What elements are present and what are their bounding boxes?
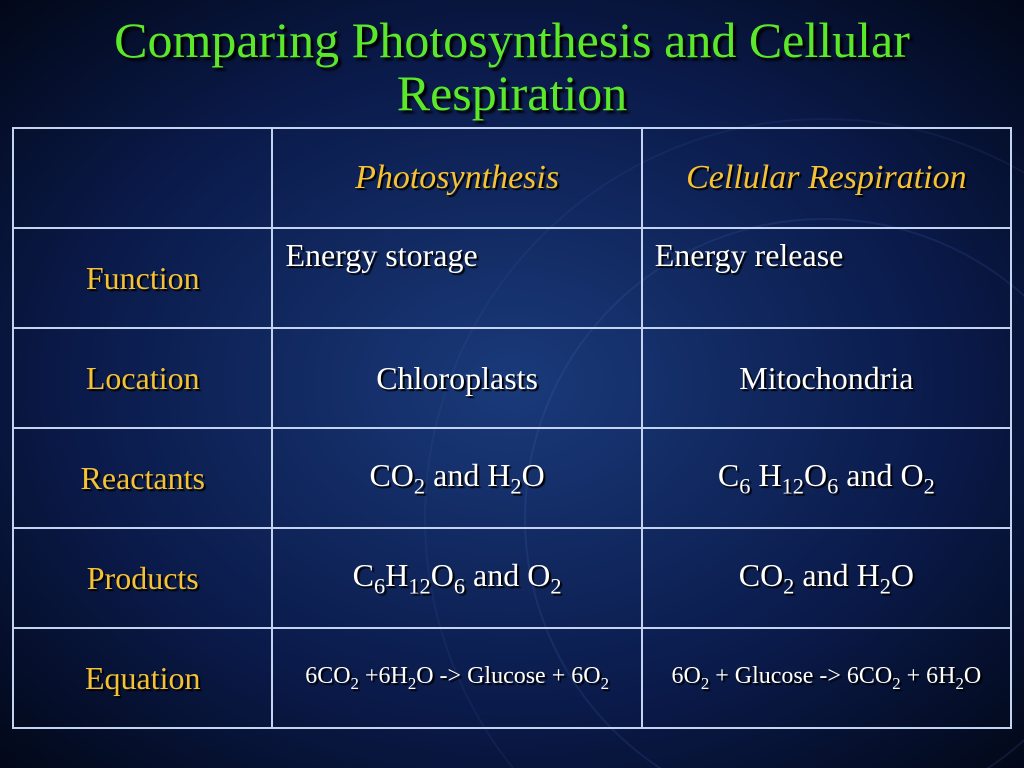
row-label-location: Location <box>13 328 272 428</box>
cell-equation-c1: 6CO2 +6H2O -> Glucose + 6O2 <box>272 628 641 728</box>
cell-reactants-c1: CO2 and H2O <box>272 428 641 528</box>
header-cellular-respiration: Cellular Respiration <box>642 128 1011 228</box>
cell-location-c1: Chloroplasts <box>272 328 641 428</box>
cell-function-c2: Energy release <box>642 228 1011 328</box>
cell-equation-c2: 6O2 + Glucose -> 6CO2 + 6H2O <box>642 628 1011 728</box>
cell-location-c2: Mitochondria <box>642 328 1011 428</box>
comparison-table: PhotosynthesisCellular RespirationFuncti… <box>12 127 1012 729</box>
table-header-row: PhotosynthesisCellular Respiration <box>13 128 1011 228</box>
table-row: FunctionEnergy storageEnergy release <box>13 228 1011 328</box>
header-empty <box>13 128 272 228</box>
cell-products-c2: CO2 and H2O <box>642 528 1011 628</box>
slide-title: Comparing Photosynthesis and Cellular Re… <box>0 0 1024 127</box>
cell-products-c1: C6H12O6 and O2 <box>272 528 641 628</box>
cell-reactants-c2: C6 H12O6 and O2 <box>642 428 1011 528</box>
table-row: ProductsC6H12O6 and O2CO2 and H2O <box>13 528 1011 628</box>
table-row: LocationChloroplastsMitochondria <box>13 328 1011 428</box>
header-photosynthesis: Photosynthesis <box>272 128 641 228</box>
row-label-products: Products <box>13 528 272 628</box>
table-row: ReactantsCO2 and H2OC6 H12O6 and O2 <box>13 428 1011 528</box>
row-label-reactants: Reactants <box>13 428 272 528</box>
table-row: Equation6CO2 +6H2O -> Glucose + 6O26O2 +… <box>13 628 1011 728</box>
cell-function-c1: Energy storage <box>272 228 641 328</box>
row-label-function: Function <box>13 228 272 328</box>
table-body: PhotosynthesisCellular RespirationFuncti… <box>13 128 1011 728</box>
row-label-equation: Equation <box>13 628 272 728</box>
